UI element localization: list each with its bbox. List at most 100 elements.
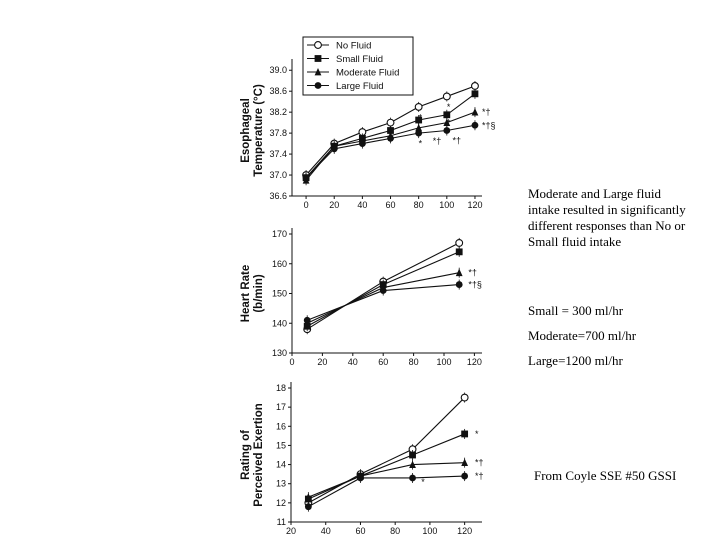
panel2-ytick-label: 160 (272, 259, 287, 269)
panel3-small-fluid-line (308, 433, 465, 500)
panel3-xtick-label: 60 (355, 526, 365, 536)
panel2-large-fluid-point (303, 316, 311, 324)
panel3-xtick-label: 20 (286, 526, 296, 536)
panel3-ytick-label: 12 (276, 498, 286, 508)
panel1-significance-mark: * (419, 139, 423, 149)
panel1-ylabel: Esophageal Temperature (°C) (240, 84, 265, 177)
panel1-significance-mark: * (447, 102, 451, 112)
panel2-no-fluid-point (455, 238, 464, 247)
panel3-moderate-fluid-line (308, 462, 465, 498)
panel1-ytick-label: 37.8 (269, 128, 287, 138)
legend-label-no-fluid: No Fluid (336, 41, 371, 52)
panel1-large-fluid-point (302, 174, 310, 182)
panel1-ytick-label: 39.0 (269, 65, 287, 75)
panel1-ytick-label: 36.6 (269, 191, 287, 201)
panel2-large-fluid-point (379, 287, 387, 294)
panel1-significance-mark: * (447, 118, 451, 128)
panel1-significance-mark: *† (452, 135, 461, 145)
legend-label-moderate-fluid: Moderate Fluid (336, 68, 399, 79)
panel2-ylabel-line: Heart Rate (240, 265, 252, 323)
legend-label-large-fluid: Large Fluid (336, 81, 384, 92)
panel3-no-fluid-point (460, 393, 469, 402)
panel1-no-fluid-point (442, 92, 451, 101)
panel1-moderate-fluid-point (471, 108, 479, 116)
panel3-moderate-fluid-point (461, 458, 469, 467)
panel2-significance-mark: *†§ (468, 280, 482, 290)
panel1-significance-mark: *†§ (482, 120, 496, 130)
panel1-xtick-label: 60 (386, 200, 396, 210)
panel3-small-fluid-point (461, 430, 469, 438)
panel1-ylabel-line: Temperature (°C) (253, 84, 265, 177)
panel3-ytick-label: 14 (276, 460, 286, 470)
panel1-large-fluid-point (443, 127, 451, 134)
panel1-ytick-label: 38.6 (269, 86, 287, 96)
panel2-ylabel: Heart Rate (b/min) (240, 265, 265, 323)
panel2-xtick-label: 40 (348, 357, 358, 367)
panel1-xtick-label: 100 (439, 200, 454, 210)
panel3-large-fluid-point (304, 503, 312, 511)
panel3-ytick-label: 13 (276, 479, 286, 489)
panel2-significance-mark: *† (468, 268, 477, 278)
panel1-large-fluid-point (358, 140, 366, 148)
panel1-small-fluid-point (471, 90, 479, 98)
panel1-no-fluid-point (414, 102, 423, 111)
panel3-large-fluid-point (409, 474, 416, 482)
panel2-xtick-label: 120 (467, 357, 482, 367)
panel2-small-fluid-point (455, 248, 463, 256)
panel3-moderate-fluid-point (409, 460, 416, 468)
panel2-xtick-label: 80 (409, 357, 419, 367)
panel1-large-fluid-point (387, 134, 394, 142)
legend-marker-moderate-fluid (314, 68, 322, 76)
panel1-moderate-fluid-point (415, 123, 423, 132)
large-fluid-definition: Large=1200 ml/hr (528, 353, 623, 368)
moderate-fluid-definition: Moderate=700 ml/hr (528, 328, 637, 343)
panel3-significance-mark: *† (475, 458, 484, 468)
panel3-large-fluid-line (308, 475, 465, 508)
panel2-xtick-label: 100 (436, 357, 451, 367)
panel2-xtick-label: 20 (317, 357, 327, 367)
panel1-significance-mark: *† (482, 107, 491, 117)
panel1-large-fluid-point (471, 121, 479, 129)
panel1-small-fluid-point (443, 111, 451, 119)
panel3-no-fluid-line (308, 397, 466, 504)
panel1-no-fluid-point (386, 118, 395, 127)
panel2-ytick-label: 150 (272, 289, 287, 299)
panel3-large-fluid-point (357, 474, 364, 482)
panel1-xtick-label: 80 (414, 200, 424, 210)
panel3-significance-mark: * (421, 477, 425, 487)
panel3-xtick-label: 80 (390, 526, 400, 536)
panel2-xtick-label: 0 (289, 357, 294, 367)
panel1-significance-mark: * (419, 112, 423, 122)
legend-marker-large-fluid (314, 82, 322, 89)
panel2-large-fluid-point (455, 281, 463, 288)
panel1-no-fluid-point (471, 82, 479, 90)
panel3-large-fluid-point (461, 472, 469, 480)
panel1-moderate-fluid-point (443, 118, 451, 127)
panel1-large-fluid-point (415, 129, 423, 137)
panel1-xtick-label: 40 (357, 200, 367, 210)
panel3-ytick-label: 16 (276, 421, 286, 431)
panel3-xtick-label: 100 (422, 526, 437, 536)
panel1-small-fluid-point (387, 127, 394, 134)
panel2-xtick-label: 60 (378, 357, 388, 367)
panel1-xtick-label: 20 (329, 200, 339, 210)
panel3-ytick-label: 18 (276, 383, 286, 393)
panel3-ytick-label: 11 (277, 517, 286, 527)
panel2-ylabel-line: (b/min) (253, 274, 265, 312)
legend-label-small-fluid: Small Fluid (336, 54, 383, 65)
panel1-ylabel-line: Esophageal (240, 98, 252, 163)
legend-marker-small-fluid (314, 55, 322, 62)
panel3-significance-mark: * (475, 429, 479, 439)
source-citation: From Coyle SSE #50 GSSI (534, 468, 677, 483)
panel3-significance-mark: *† (475, 471, 484, 481)
panel1-ytick-label: 38.2 (269, 107, 287, 117)
panel3-ylabel-line: Rating of (240, 430, 252, 480)
panel1-significance-mark: *† (433, 136, 442, 146)
panel3-ylabel: Rating of Perceived Exertion (240, 403, 265, 507)
small-fluid-definition: Small = 300 ml/hr (528, 303, 624, 318)
panel1-xtick-label: 120 (467, 200, 482, 210)
panel1-large-fluid-point (330, 145, 338, 153)
legend-marker-no-fluid (314, 41, 322, 49)
panel2-moderate-fluid-point (455, 268, 463, 277)
panel3-small-fluid-point (409, 451, 416, 459)
